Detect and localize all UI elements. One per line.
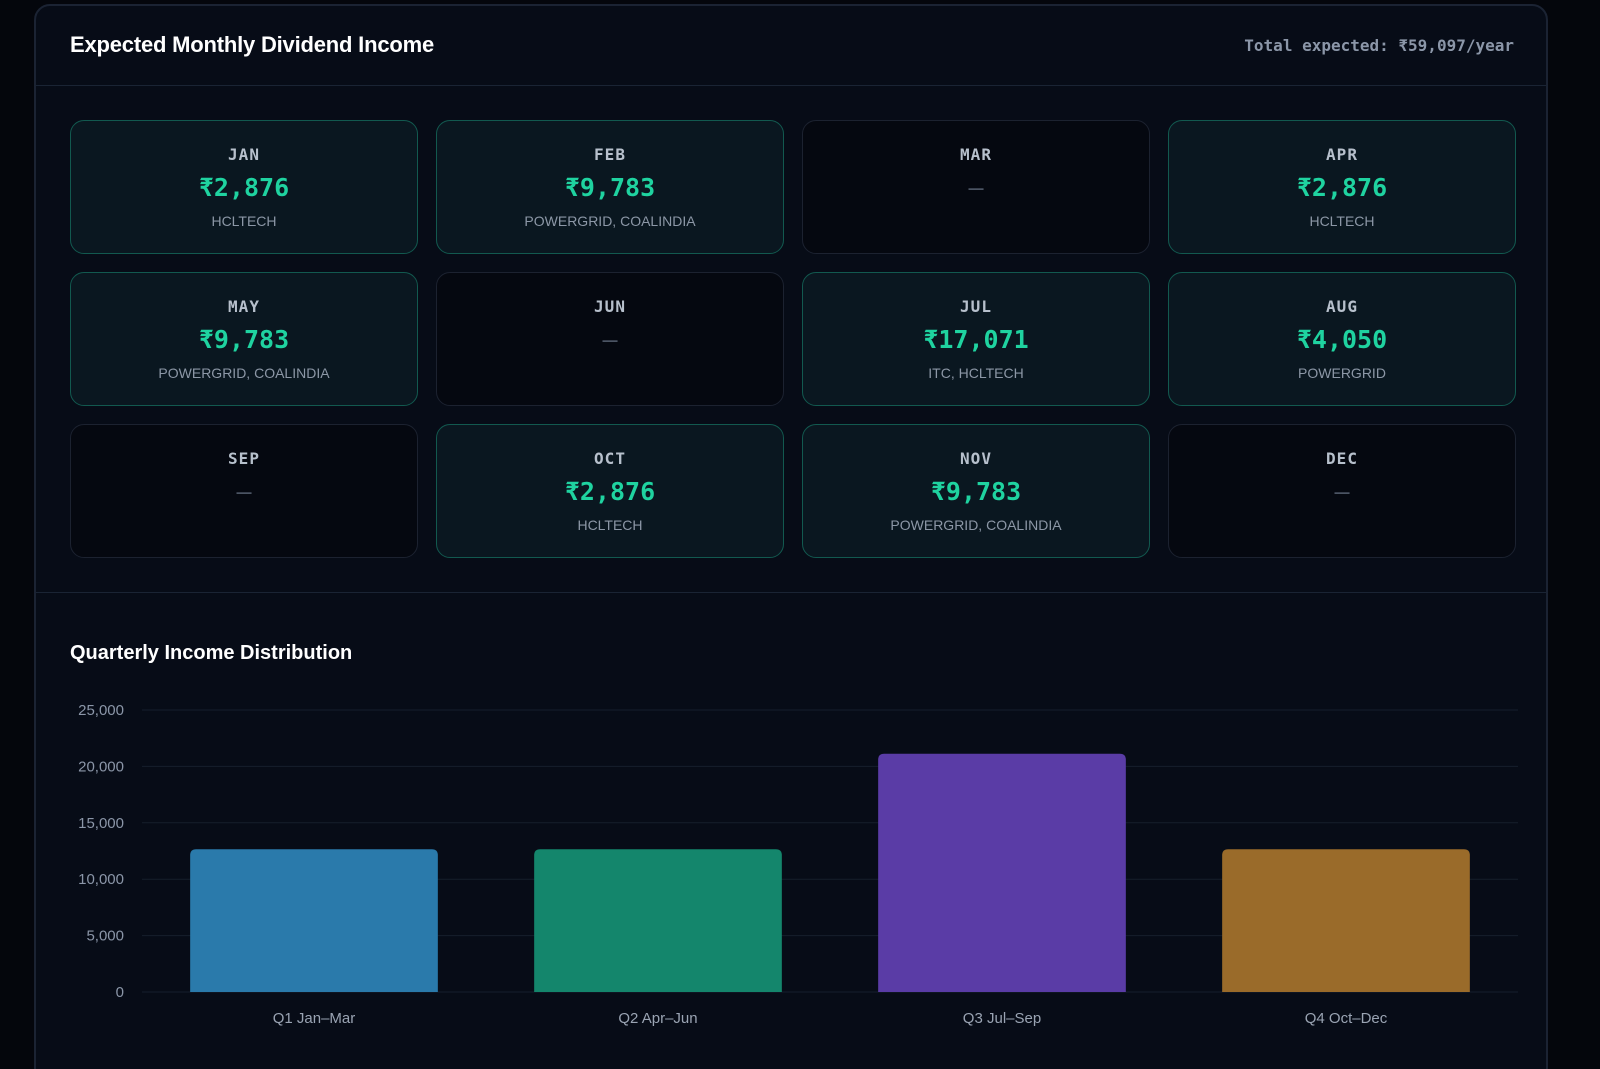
month-stocks: POWERGRID, COALINDIA — [524, 213, 696, 229]
month-card-apr: APR ₹2,876 HCLTECH — [1168, 120, 1516, 254]
month-stocks: HCLTECH — [1309, 213, 1375, 229]
y-tick-label: 15,000 — [78, 815, 124, 832]
month-label: JUL — [960, 297, 992, 316]
month-card-jul: JUL ₹17,071 ITC, HCLTECH — [802, 272, 1150, 406]
month-label: SEP — [228, 449, 260, 468]
month-card-mar: MAR — — [802, 120, 1150, 254]
month-amount: ₹2,876 — [1296, 173, 1388, 202]
month-stocks: HCLTECH — [577, 517, 643, 533]
bar-1[interactable] — [190, 849, 438, 992]
month-stocks: POWERGRID, COALINDIA — [890, 517, 1062, 533]
x-tick-label: Q3 Jul–Sep — [963, 1010, 1041, 1027]
y-tick-label: 0 — [116, 984, 124, 1001]
y-tick-label: 20,000 — [78, 758, 124, 775]
month-card-nov: NOV ₹9,783 POWERGRID, COALINDIA — [802, 424, 1150, 558]
panel-header: Expected Monthly Dividend Income Total e… — [36, 6, 1546, 86]
month-amount: — — [602, 325, 618, 354]
month-label: MAY — [228, 297, 260, 316]
month-card-aug: AUG ₹4,050 POWERGRID — [1168, 272, 1516, 406]
section-divider — [36, 592, 1546, 593]
page-title: Expected Monthly Dividend Income — [70, 32, 434, 57]
month-amount: ₹2,876 — [564, 477, 656, 506]
bar-2[interactable] — [534, 849, 782, 992]
quarterly-bar-chart: 0 5,000 10,000 15,000 20,000 25,000 Q1 Jan–Mar… — [78, 702, 1518, 1027]
month-label: JUN — [594, 297, 626, 316]
month-card-may: MAY ₹9,783 POWERGRID, COALINDIA — [70, 272, 418, 406]
y-tick-label: 25,000 — [78, 702, 124, 719]
month-label: APR — [1326, 145, 1358, 164]
month-label: OCT — [594, 449, 626, 468]
dividend-panel: Expected Monthly Dividend Income Total e… — [34, 4, 1548, 1069]
x-tick-label: Q1 Jan–Mar — [273, 1010, 356, 1027]
month-label: FEB — [594, 145, 626, 164]
month-amount: ₹9,783 — [930, 477, 1022, 506]
month-stocks: ITC, HCLTECH — [928, 365, 1024, 381]
month-card-oct: OCT ₹2,876 HCLTECH — [436, 424, 784, 558]
bar-4[interactable] — [1222, 849, 1470, 992]
y-tick-label: 10,000 — [78, 871, 124, 888]
monthly-grid: JAN ₹2,876 HCLTECH FEB ₹9,783 POWERGRID, COAL… — [70, 120, 1517, 558]
month-amount: ₹17,071 — [923, 325, 1029, 354]
chart-title: Quarterly Income Distribution — [70, 642, 353, 664]
y-tick-label: 5,000 — [86, 928, 124, 945]
month-amount: ₹4,050 — [1296, 325, 1388, 354]
month-label: MAR — [960, 145, 992, 164]
month-label: NOV — [960, 449, 992, 468]
month-amount: — — [968, 173, 984, 202]
month-card-sep: SEP — — [70, 424, 418, 558]
month-label: AUG — [1326, 297, 1358, 316]
month-amount: ₹2,876 — [198, 173, 290, 202]
x-tick-label: Q4 Oct–Dec — [1305, 1010, 1388, 1027]
month-stocks: POWERGRID — [1298, 365, 1386, 381]
month-card-feb: FEB ₹9,783 POWERGRID, COALINDIA — [436, 120, 784, 254]
total-expected: Total expected: ₹59,097/year — [1244, 36, 1514, 55]
month-amount: ₹9,783 — [564, 173, 656, 202]
x-tick-label: Q2 Apr–Jun — [618, 1010, 697, 1027]
month-card-jun: JUN — — [436, 272, 784, 406]
month-amount: — — [1334, 477, 1350, 506]
month-label: DEC — [1326, 449, 1358, 468]
month-stocks: POWERGRID, COALINDIA — [158, 365, 330, 381]
month-stocks: HCLTECH — [211, 213, 277, 229]
bar-3[interactable] — [878, 753, 1126, 992]
month-amount: ₹9,783 — [198, 325, 290, 354]
month-card-jan: JAN ₹2,876 HCLTECH — [70, 120, 418, 254]
month-amount: — — [236, 477, 252, 506]
month-card-dec: DEC — — [1168, 424, 1516, 558]
month-label: JAN — [228, 145, 260, 164]
